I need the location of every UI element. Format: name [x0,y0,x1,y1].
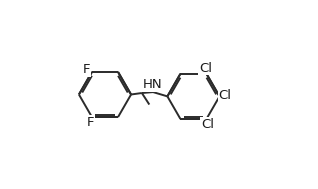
Text: Cl: Cl [201,118,214,131]
Text: HN: HN [143,78,162,91]
Text: F: F [86,116,94,129]
Text: F: F [83,63,91,76]
Text: Cl: Cl [199,62,212,75]
Text: Cl: Cl [218,89,232,102]
